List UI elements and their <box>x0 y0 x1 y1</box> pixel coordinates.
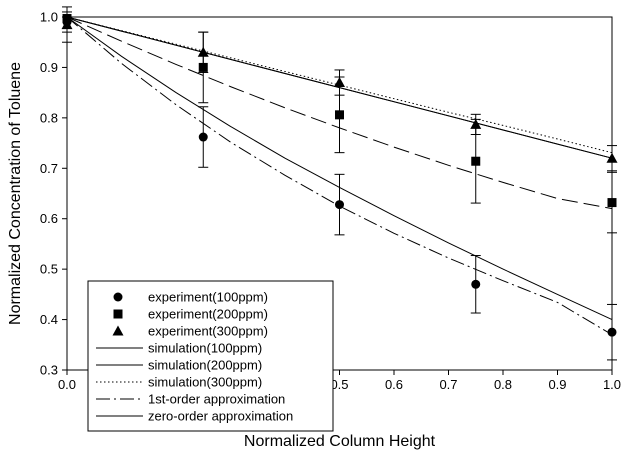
data-point-triangle <box>470 118 482 129</box>
x-tick-label: 0.8 <box>494 377 512 392</box>
legend-box <box>87 280 334 432</box>
y-tick-label: 0.4 <box>40 312 58 327</box>
legend-label: simulation(100ppm) <box>148 341 262 356</box>
data-point-triangle <box>61 19 73 30</box>
y-tick-label: 0.8 <box>40 110 58 125</box>
data-point-square <box>471 156 481 166</box>
legend-marker-circle <box>113 292 123 302</box>
legend-marker-square <box>113 309 123 319</box>
x-tick-label: 0.5 <box>330 377 348 392</box>
data-point-square <box>335 110 344 120</box>
x-tick-label: 0.0 <box>58 377 76 392</box>
legend-label: simulation(200ppm) <box>148 358 262 373</box>
x-tick-label: 0.7 <box>439 377 457 392</box>
data-point-circle <box>607 327 617 337</box>
data-point-triangle <box>606 152 618 163</box>
y-tick-label: 0.9 <box>40 60 58 75</box>
legend-label: experiment(100ppm) <box>148 290 268 305</box>
y-tick-label: 0.5 <box>40 262 58 277</box>
legend-label: zero-order approximation <box>148 409 293 424</box>
series-markers <box>61 6 618 361</box>
data-point-circle <box>335 200 344 210</box>
y-tick-label: 0.3 <box>40 363 58 378</box>
y-tick-label: 1.0 <box>40 10 58 25</box>
legend-label: 1st-order approximation <box>148 392 285 407</box>
y-axis-title: Normalized Concentration of Toluene <box>7 62 24 325</box>
x-tick-label: 0.6 <box>385 377 403 392</box>
y-tick-label: 0.7 <box>40 161 58 176</box>
legend-label: experiment(300ppm) <box>148 324 268 339</box>
x-axis-title: Normalized Column Height <box>244 433 436 450</box>
x-tick-label: 1.0 <box>603 377 621 392</box>
data-point-triangle <box>197 46 209 57</box>
data-point-square <box>607 198 617 208</box>
data-point-circle <box>471 279 481 289</box>
x-tick-label: 0.9 <box>548 377 566 392</box>
data-point-triangle <box>334 77 345 88</box>
legend-marker-triangle <box>112 325 124 336</box>
legend-label: experiment(200ppm) <box>148 307 268 322</box>
series-line-1st-order-approximation <box>66 16 613 336</box>
data-point-circle <box>198 132 208 142</box>
series-line-simulation-100ppm- <box>66 16 613 321</box>
legend: experiment(100ppm) experiment(200ppm) expe… <box>87 280 334 432</box>
legend-label: simulation(300ppm) <box>148 375 262 390</box>
y-tick-label: 0.6 <box>40 211 58 226</box>
